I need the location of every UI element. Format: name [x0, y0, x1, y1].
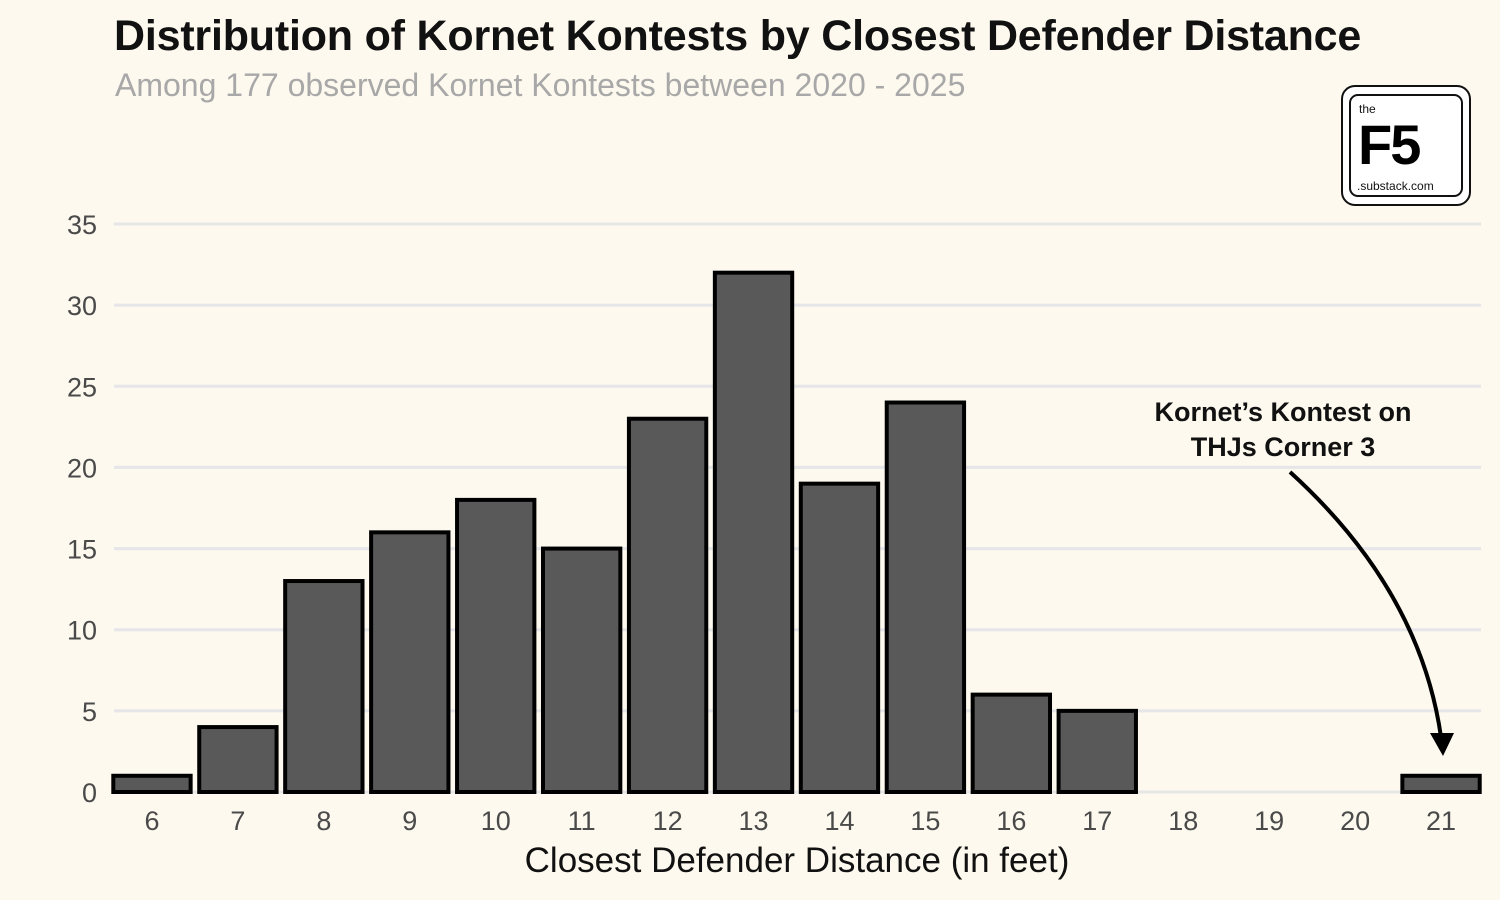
bar-7 — [197, 725, 279, 794]
bar-9 — [369, 530, 451, 794]
x-tick-label: 16 — [996, 806, 1026, 836]
bar-12 — [626, 416, 709, 794]
x-axis-label: Closest Defender Distance (in feet) — [525, 841, 1070, 880]
chart-title: Distribution of Kornet Kontests by Close… — [114, 12, 1362, 60]
bar-16 — [970, 692, 1053, 795]
annotation-line-2: THJs Corner 3 — [1191, 432, 1376, 462]
x-tick-label: 17 — [1082, 806, 1112, 836]
logo-the-text: the — [1359, 102, 1376, 116]
annotation: Kornet’s Kontest on THJs Corner 3 — [1154, 397, 1454, 756]
logo-inner-frame: the F5 .substack.com — [1349, 94, 1463, 197]
y-tick-label: 15 — [67, 535, 97, 565]
bar-8 — [283, 579, 365, 794]
y-tick-label: 25 — [67, 372, 97, 402]
x-tick-label: 11 — [568, 806, 596, 836]
y-tick-label: 20 — [67, 453, 97, 483]
x-tick-label: 14 — [824, 806, 854, 836]
y-tick-label: 0 — [82, 778, 97, 808]
x-tick-label: 12 — [653, 806, 683, 836]
y-tick-label: 35 — [67, 210, 97, 240]
x-tick-label: 8 — [316, 806, 331, 836]
f5-logo: the F5 .substack.com — [1341, 85, 1471, 206]
x-tick-label: 13 — [739, 806, 769, 836]
y-tick-label: 5 — [82, 697, 97, 727]
bar-17 — [1056, 708, 1138, 794]
x-axis-ticks: 6 7 8 9 10 11 12 13 14 15 16 17 18 19 20 21 — [144, 806, 1456, 836]
x-tick-label: 9 — [402, 806, 417, 836]
y-tick-label: 30 — [67, 291, 97, 321]
x-tick-label: 19 — [1254, 806, 1284, 836]
chart-subtitle: Among 177 observed Kornet Kontests betwe… — [115, 67, 966, 103]
logo-f5-text: F5 — [1358, 113, 1421, 176]
y-tick-label: 10 — [67, 616, 97, 646]
annotation-line-1: Kornet’s Kontest on — [1154, 397, 1411, 427]
annotation-arrow-head — [1430, 733, 1454, 756]
x-tick-label: 7 — [230, 806, 245, 836]
bar-6 — [111, 773, 193, 794]
x-tick-label: 18 — [1168, 806, 1198, 836]
bar-11 — [540, 546, 623, 794]
bars — [111, 270, 1482, 795]
x-tick-label: 20 — [1340, 806, 1370, 836]
x-tick-label: 21 — [1426, 806, 1456, 836]
annotation-arrow-curve — [1288, 470, 1443, 738]
bar-15 — [884, 400, 967, 794]
bar-21 — [1400, 773, 1482, 794]
bar-13 — [712, 270, 795, 794]
x-tick-label: 6 — [144, 806, 159, 836]
logo-substack-text: .substack.com — [1357, 179, 1434, 193]
x-tick-label: 10 — [481, 806, 511, 836]
y-axis-ticks: 0 5 10 15 20 25 30 35 — [67, 210, 97, 808]
x-tick-label: 15 — [910, 806, 940, 836]
bar-14 — [798, 481, 881, 794]
bar-10 — [455, 497, 537, 794]
